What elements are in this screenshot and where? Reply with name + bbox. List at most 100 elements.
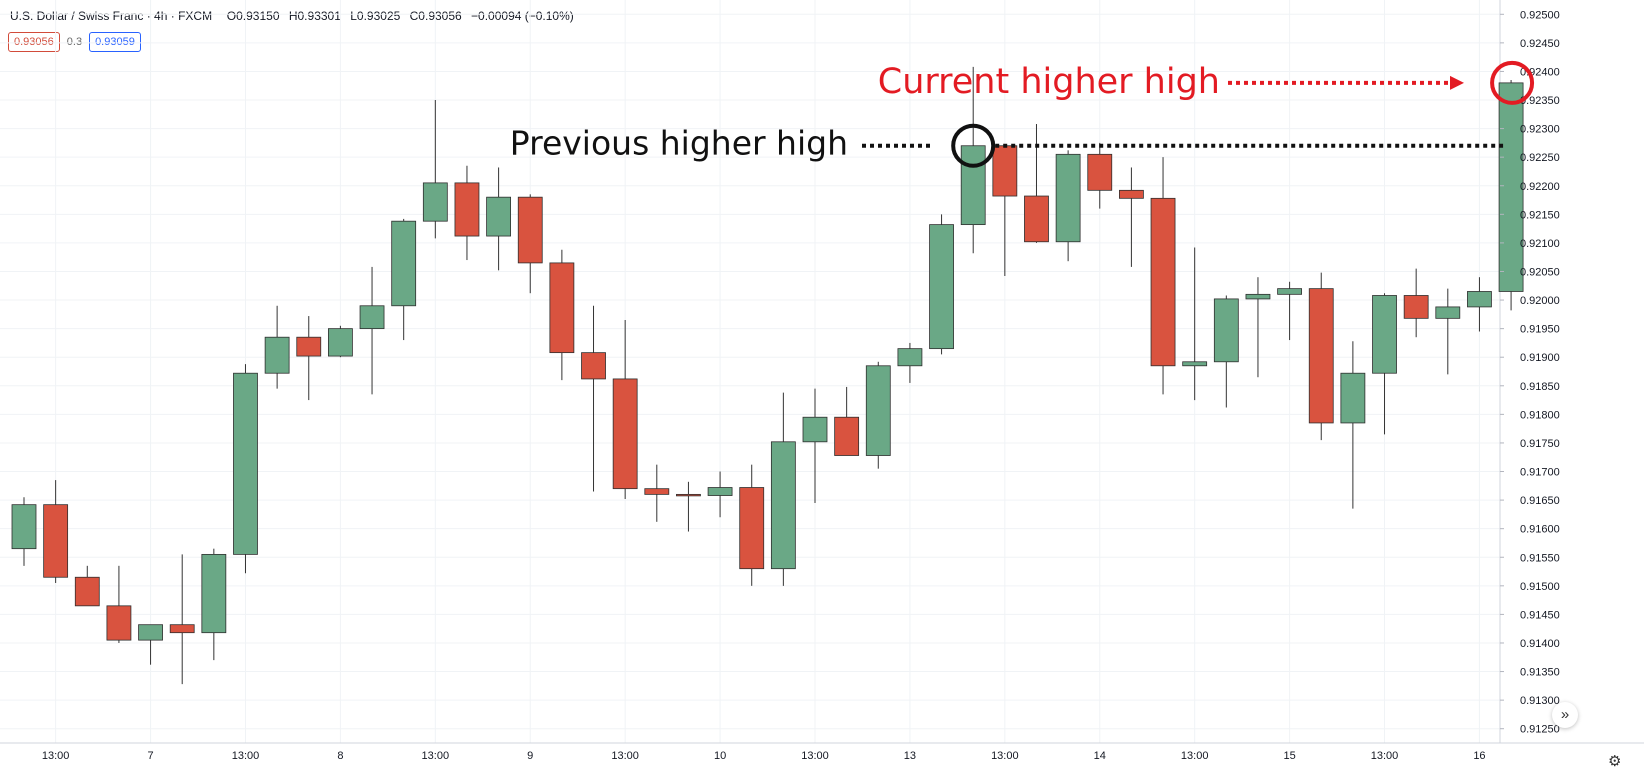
candle-body-down: [834, 416, 860, 456]
time-tick-label: 13: [904, 750, 916, 762]
candle: [1119, 167, 1144, 267]
price-tick-label: 0.92150: [1520, 209, 1560, 221]
candle: [1213, 295, 1239, 408]
change-value: −0.00094 (−0.10%): [471, 9, 574, 23]
time-tick-label: 14: [1094, 750, 1106, 762]
ohlc-readout: O0.93150 H0.93301 L0.93025 C0.93056 −0.0…: [227, 9, 580, 23]
candle: [1467, 277, 1492, 332]
candle-body-down: [992, 145, 1018, 197]
time-tick-label: 13:00: [422, 750, 450, 762]
low-value: L0.93025: [350, 9, 401, 23]
candle-body-down: [1087, 153, 1113, 191]
sell-price-button[interactable]: 0.93056: [8, 32, 60, 52]
interval[interactable]: 4h: [154, 9, 168, 23]
candle-body-down: [296, 336, 322, 357]
price-tick-label: 0.91300: [1520, 695, 1560, 707]
time-tick-label: 13:00: [1181, 750, 1209, 762]
candle-body-up: [327, 328, 353, 357]
time-tick-label: 9: [527, 750, 533, 762]
candle: [676, 481, 701, 532]
scroll-to-realtime-button[interactable]: »: [1552, 702, 1578, 728]
time-tick-label: 10: [714, 750, 726, 762]
annotations: Previous higher high Current higher high: [510, 60, 1535, 168]
candle: [138, 624, 163, 665]
time-tick-label: 16: [1473, 750, 1485, 762]
time-tick-label: 13:00: [801, 750, 829, 762]
candle: [992, 144, 1018, 277]
candle-body-up: [1435, 306, 1461, 319]
candle-body-up: [233, 372, 258, 555]
candle-body-up: [138, 624, 163, 641]
candle: [1150, 157, 1176, 395]
candle-body-up: [201, 553, 227, 634]
price-tick-label: 0.91350: [1520, 667, 1560, 679]
candle-body-down: [1024, 195, 1049, 243]
candle-body-up: [1467, 291, 1492, 308]
candle: [74, 565, 100, 607]
candle-body-up: [897, 348, 923, 367]
candle: [1055, 150, 1081, 262]
price-tick-label: 0.92000: [1520, 295, 1560, 307]
symbol-name[interactable]: U.S. Dollar / Swiss Franc: [10, 9, 144, 23]
candle-body-up: [1340, 372, 1366, 424]
previous-high-circle: [951, 123, 996, 168]
previous-higher-high-label: Previous higher high: [510, 124, 848, 163]
candle: [43, 480, 69, 583]
candle: [1403, 268, 1429, 338]
candle: [106, 565, 132, 643]
candle-body-up: [929, 224, 954, 350]
candle-body-down: [581, 352, 606, 380]
candle-body-up: [359, 305, 385, 330]
candle: [296, 316, 322, 401]
candles: [11, 66, 1524, 685]
time-tick-label: 13:00: [1371, 750, 1399, 762]
candle-body-up: [391, 220, 417, 307]
price-tick-label: 0.92250: [1520, 152, 1560, 164]
price-tick-label: 0.91600: [1520, 524, 1560, 536]
price-tick-label: 0.92200: [1520, 181, 1560, 193]
price-tick-label: 0.91550: [1520, 552, 1560, 564]
candle: [11, 497, 37, 566]
price-tick-label: 0.92500: [1520, 9, 1560, 21]
quote-row: 0.93056 0.3 0.93059: [8, 32, 141, 52]
price-tick-label: 0.91800: [1520, 409, 1560, 421]
candle-body-up: [486, 196, 512, 237]
price-tick-label: 0.92100: [1520, 238, 1560, 250]
candle-body-down: [43, 504, 69, 578]
buy-price-button[interactable]: 0.93059: [89, 32, 141, 52]
open-value: O0.93150: [226, 9, 280, 23]
time-tick-label: 13:00: [232, 750, 260, 762]
candle: [549, 249, 575, 381]
candle: [1372, 293, 1397, 435]
candle-body-down: [676, 493, 701, 497]
price-tick-label: 0.91500: [1520, 581, 1560, 593]
candle-body-down: [612, 378, 638, 490]
price-tick-label: 0.91900: [1520, 352, 1560, 364]
candle: [1435, 288, 1461, 375]
settings-gear-icon[interactable]: ⚙: [1608, 753, 1622, 770]
candle-body-down: [1308, 288, 1334, 424]
candle-body-up: [422, 182, 448, 222]
candle: [391, 218, 417, 341]
candle: [1087, 142, 1113, 209]
candle-body-down: [106, 605, 132, 641]
spread-value: 0.3: [66, 36, 83, 48]
candle: [707, 471, 733, 518]
current-high-arrow-head: [1450, 75, 1464, 90]
candle-body-up: [1277, 288, 1302, 295]
candle: [929, 214, 954, 355]
candle-body-up: [770, 441, 796, 570]
candle: [233, 364, 258, 574]
candle: [581, 305, 606, 492]
candle-body-up: [865, 365, 891, 456]
candle: [201, 548, 227, 661]
time-tick-label: 7: [147, 750, 153, 762]
candle: [1245, 277, 1271, 378]
time-axis[interactable]: 13:00 7 13:00 8 13:00 9 13:00 10 13:00 13 13:00 14 1…: [42, 750, 1486, 762]
candle: [1024, 124, 1049, 243]
candle-body-down: [517, 196, 543, 264]
price-tick-label: 0.91950: [1520, 324, 1560, 336]
candle-body-down: [549, 262, 575, 354]
price-tick-label: 0.91750: [1520, 438, 1560, 450]
